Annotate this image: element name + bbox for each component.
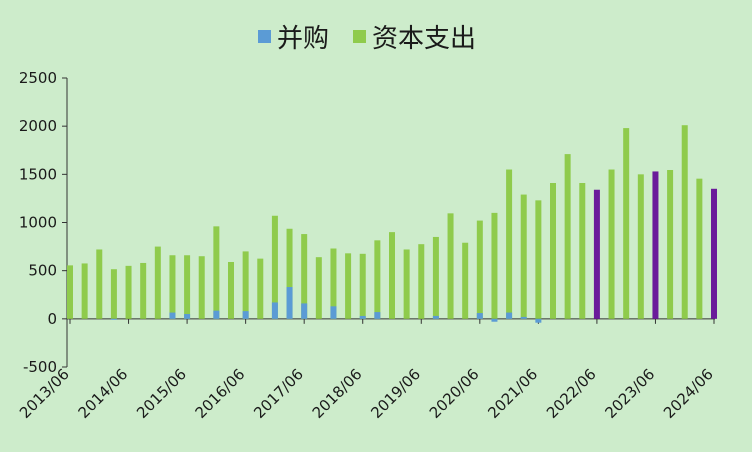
mna-bar (110, 318, 117, 320)
capex-bar (315, 257, 322, 319)
capex-bar (476, 220, 483, 319)
x-tick-label: 2021/06 (484, 365, 541, 422)
capex-bar (491, 212, 498, 319)
capex-bar (96, 249, 103, 319)
capex-bar (330, 248, 337, 319)
x-tick-label: 2018/06 (309, 365, 366, 422)
capex-bar (257, 258, 264, 319)
mna-bar (374, 312, 381, 319)
x-tick-label: 2024/06 (660, 365, 717, 422)
capex-bar (667, 169, 674, 319)
capex-bar (564, 154, 571, 319)
mna-bar (330, 306, 337, 319)
mna-bar (506, 312, 513, 319)
y-tick-label: 0 (47, 310, 57, 328)
capex-bar (447, 213, 454, 319)
y-tick-label: 2000 (19, 117, 57, 135)
mna-bar (271, 302, 278, 319)
x-tick-label: 2022/06 (543, 365, 600, 422)
legend-label-mna: 并购 (277, 24, 330, 54)
legend-swatch-capex (353, 30, 367, 43)
capex-bar (520, 194, 527, 319)
x-tick-label: 2023/06 (601, 365, 658, 422)
capex-bar (301, 234, 308, 319)
capex-bar (198, 256, 205, 319)
capex-bar (535, 200, 542, 319)
highlight-bar (652, 171, 659, 319)
mna-bar (535, 318, 542, 323)
legend-item-capex: 资本支出 (353, 18, 476, 55)
x-tick-label: 2020/06 (426, 365, 483, 422)
capex-bar (67, 265, 73, 319)
capex-bar (213, 226, 220, 319)
capex-bar (550, 183, 556, 319)
capex-bar (242, 251, 249, 319)
mna-bar (213, 310, 220, 319)
capex-bar (462, 242, 469, 319)
mna-bar (242, 311, 249, 319)
x-tick-label: 2019/06 (367, 365, 424, 422)
capex-bar (81, 263, 88, 319)
capex-bar (403, 249, 410, 319)
y-tick-label: 500 (28, 262, 57, 280)
capex-bar (345, 253, 352, 319)
x-tick-label: 2015/06 (133, 365, 190, 422)
y-tick-label: 2500 (19, 69, 57, 87)
legend-swatch-mna (258, 30, 271, 43)
capex-bar (432, 236, 439, 319)
capex-bar (125, 265, 132, 319)
capex-bar (681, 125, 688, 319)
capex-bar (389, 232, 395, 319)
x-tick-label: 2017/06 (250, 365, 307, 422)
y-tick-label: 1500 (19, 165, 57, 183)
mna-bar (491, 318, 498, 322)
mna-bar (184, 314, 191, 319)
mna-bar (359, 315, 366, 319)
highlight-bar (711, 188, 717, 319)
capex-bar (696, 178, 703, 319)
capex-bar (608, 169, 615, 319)
highlight-bar (593, 189, 600, 319)
legend-item-mna: 并购 (258, 18, 329, 55)
mna-bar (432, 315, 439, 319)
legend: 并购 资本支出 (258, 18, 490, 55)
mna-bar (520, 316, 527, 319)
capex-bar (286, 228, 293, 319)
capex-bar (184, 255, 191, 319)
capex-bar (374, 240, 381, 319)
capex-bar (154, 246, 161, 319)
y-tick-label: 1000 (19, 214, 57, 232)
legend-label-capex: 资本支出 (372, 24, 477, 54)
mna-bar (476, 313, 483, 319)
capex-bar (169, 255, 176, 319)
capex-bar (418, 244, 425, 319)
capex-bar (228, 261, 234, 319)
capex-bar (110, 269, 117, 319)
capex-bar (506, 169, 513, 319)
mna-bar (169, 312, 176, 319)
capex-bar (359, 253, 366, 319)
x-tick-label: 2016/06 (192, 365, 249, 422)
y-tick-label: -500 (23, 358, 57, 376)
mna-bar (301, 303, 308, 319)
x-tick-label: 2014/06 (75, 365, 132, 422)
mna-bar (286, 287, 293, 319)
capex-bar (623, 128, 630, 319)
capex-bar (637, 174, 644, 319)
capex-bar (140, 262, 147, 319)
capex-bar (579, 183, 586, 319)
capex-bar (271, 215, 278, 319)
